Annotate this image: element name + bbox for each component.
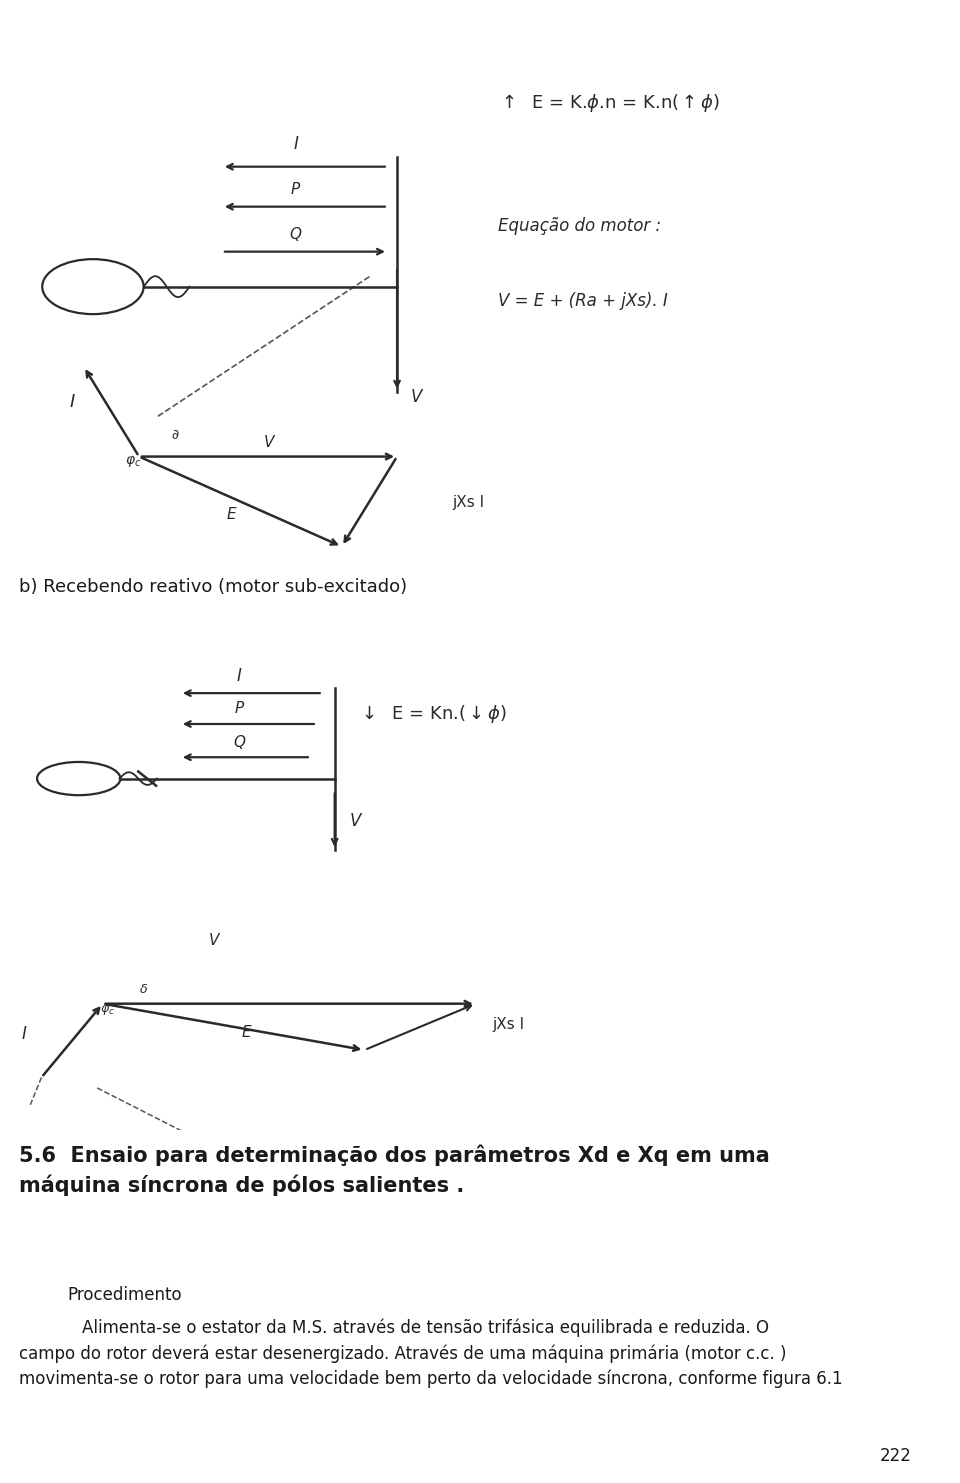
Text: $\uparrow$  E = K.$\phi$.n = K.n($\uparrow\phi$): $\uparrow$ E = K.$\phi$.n = K.n($\uparro… bbox=[498, 92, 720, 114]
Text: V: V bbox=[209, 933, 219, 948]
Text: $\partial$: $\partial$ bbox=[171, 429, 180, 442]
Text: V = E + (Ra + jXs). I: V = E + (Ra + jXs). I bbox=[498, 292, 668, 310]
Text: I: I bbox=[293, 135, 299, 153]
Text: $\delta$: $\delta$ bbox=[139, 983, 148, 997]
Text: V: V bbox=[263, 435, 274, 449]
Text: $\varphi_c$: $\varphi_c$ bbox=[125, 454, 141, 469]
Text: jXs I: jXs I bbox=[452, 494, 485, 510]
Text: Q: Q bbox=[290, 227, 301, 242]
Text: P: P bbox=[235, 701, 244, 716]
Text: V: V bbox=[411, 387, 422, 405]
Text: I: I bbox=[22, 1025, 27, 1044]
Text: jXs I: jXs I bbox=[492, 1017, 524, 1032]
Text: V: V bbox=[349, 813, 361, 830]
Text: Q: Q bbox=[233, 734, 246, 749]
Text: Equação do motor :: Equação do motor : bbox=[498, 217, 661, 234]
Text: E: E bbox=[227, 507, 236, 522]
Text: Alimenta-se o estator da M.S. através de tensão trifásica equilibrada e reduzida: Alimenta-se o estator da M.S. através de… bbox=[19, 1318, 843, 1388]
Text: 5.6  Ensaio para determinação dos parâmetros Xd e Xq em uma
máquina síncrona de : 5.6 Ensaio para determinação dos parâmet… bbox=[19, 1145, 770, 1195]
Text: I: I bbox=[70, 393, 75, 411]
Text: $\downarrow$  E = Kn.($\downarrow\phi$): $\downarrow$ E = Kn.($\downarrow\phi$) bbox=[358, 703, 507, 725]
Text: E: E bbox=[242, 1025, 252, 1041]
Text: 222: 222 bbox=[880, 1447, 912, 1465]
Text: I: I bbox=[237, 667, 242, 685]
Text: $\varphi_c$: $\varphi_c$ bbox=[100, 1003, 115, 1017]
Text: b) Recebendo reativo (motor sub-excitado): b) Recebendo reativo (motor sub-excitado… bbox=[19, 578, 407, 596]
Text: Procedimento: Procedimento bbox=[67, 1286, 181, 1304]
Text: P: P bbox=[291, 182, 300, 197]
